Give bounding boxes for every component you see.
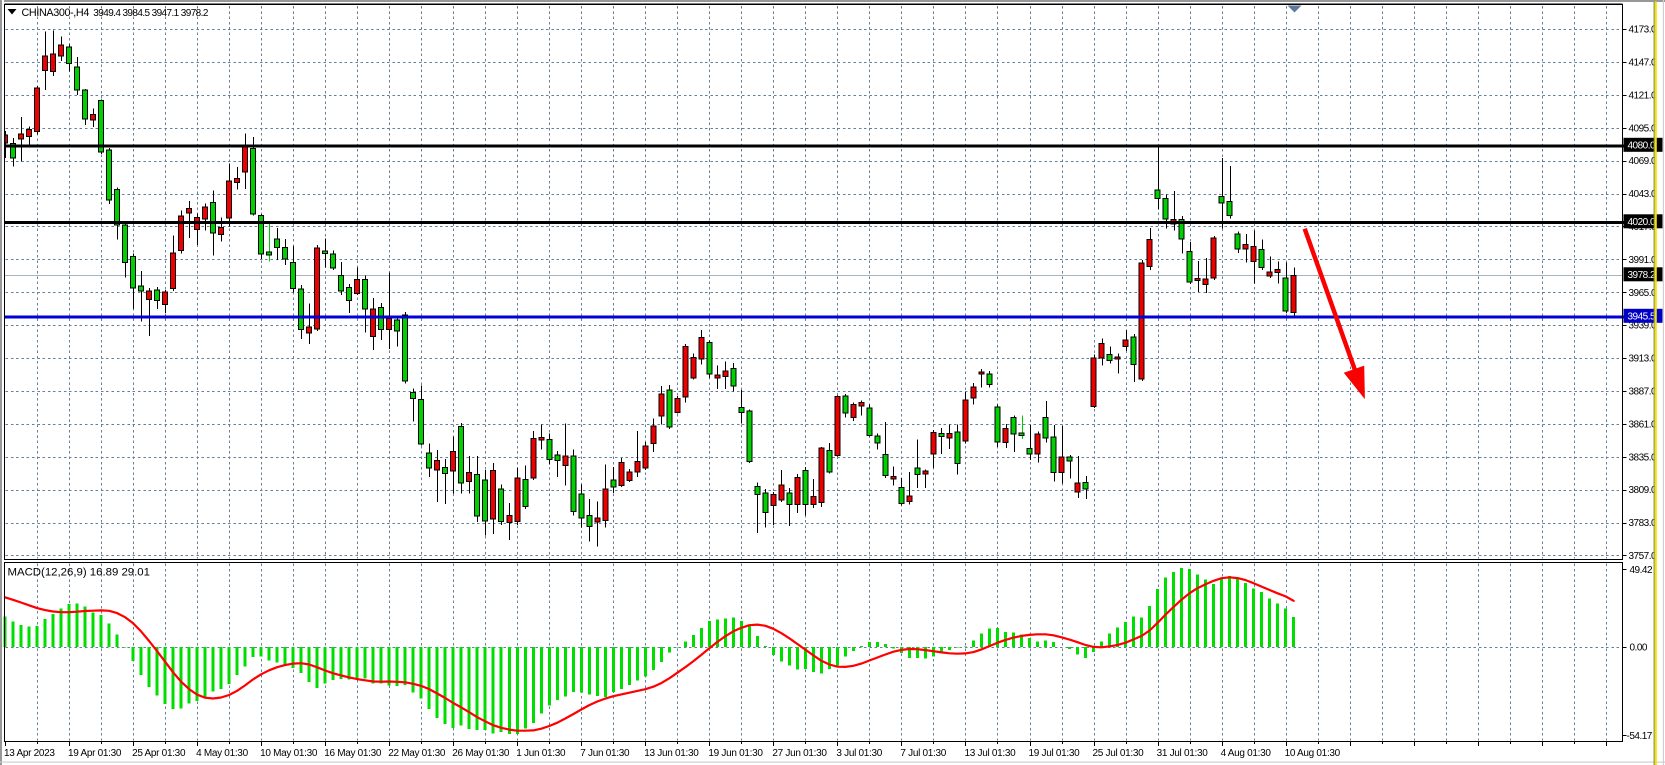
svg-text:19 Jun 01:30: 19 Jun 01:30	[708, 748, 763, 759]
svg-text:13 Apr 2023: 13 Apr 2023	[4, 748, 55, 759]
svg-text:25 Apr 01:30: 25 Apr 01:30	[132, 748, 186, 759]
svg-text:3835.0: 3835.0	[1629, 452, 1658, 463]
svg-text:31 Jul 01:30: 31 Jul 01:30	[1157, 748, 1209, 759]
svg-text:13 Jun 01:30: 13 Jun 01:30	[644, 748, 699, 759]
svg-text:4 May 01:30: 4 May 01:30	[196, 748, 248, 759]
svg-text:4173.0: 4173.0	[1629, 25, 1658, 36]
svg-text:7 Jun 01:30: 7 Jun 01:30	[580, 748, 630, 759]
svg-text:49.42: 49.42	[1630, 565, 1653, 576]
svg-text:3757.0: 3757.0	[1629, 551, 1658, 562]
svg-text:3913.0: 3913.0	[1629, 354, 1658, 365]
svg-text:3809.0: 3809.0	[1629, 485, 1658, 496]
svg-text:16 May 01:30: 16 May 01:30	[324, 748, 382, 759]
svg-text:3991.0: 3991.0	[1629, 255, 1658, 266]
svg-text:4 Aug 01:30: 4 Aug 01:30	[1221, 748, 1272, 759]
svg-text:3945.5: 3945.5	[1628, 311, 1657, 322]
svg-text:19 Apr 01:30: 19 Apr 01:30	[68, 748, 122, 759]
svg-text:4147.0: 4147.0	[1629, 58, 1658, 69]
svg-text:4069.0: 4069.0	[1629, 156, 1658, 167]
svg-text:4043.0: 4043.0	[1629, 189, 1658, 200]
svg-text:22 May 01:30: 22 May 01:30	[388, 748, 446, 759]
svg-text:4095.0: 4095.0	[1629, 123, 1658, 134]
svg-text:10 Aug 01:30: 10 Aug 01:30	[1285, 748, 1341, 759]
svg-text:4080.0: 4080.0	[1628, 140, 1657, 151]
svg-text:26 May 01:30: 26 May 01:30	[452, 748, 510, 759]
svg-text:3978.2: 3978.2	[1628, 270, 1657, 281]
svg-text:CHINA300-,H4 3949.4 3984.5 39: CHINA300-,H4 3949.4 3984.5 3947.1 3978.2	[22, 7, 209, 19]
svg-text:10 May 01:30: 10 May 01:30	[260, 748, 318, 759]
svg-text:0.00: 0.00	[1630, 643, 1648, 654]
svg-text:MACD(12,26,9) 16.89 29.01: MACD(12,26,9) 16.89 29.01	[8, 567, 150, 579]
svg-text:3861.0: 3861.0	[1629, 419, 1658, 430]
svg-text:-54.17: -54.17	[1627, 731, 1653, 742]
svg-text:27 Jun 01:30: 27 Jun 01:30	[772, 748, 827, 759]
svg-text:13 Jul 01:30: 13 Jul 01:30	[965, 748, 1017, 759]
svg-text:3783.0: 3783.0	[1629, 518, 1658, 529]
svg-text:3939.0: 3939.0	[1629, 321, 1658, 332]
svg-text:1 Jun 01:30: 1 Jun 01:30	[516, 748, 566, 759]
svg-text:4020.0: 4020.0	[1628, 217, 1657, 228]
svg-text:3887.0: 3887.0	[1629, 387, 1658, 398]
svg-text:7 Jul 01:30: 7 Jul 01:30	[900, 748, 946, 759]
svg-text:4121.0: 4121.0	[1629, 90, 1658, 101]
svg-text:25 Jul 01:30: 25 Jul 01:30	[1093, 748, 1145, 759]
svg-text:19 Jul 01:30: 19 Jul 01:30	[1029, 748, 1081, 759]
svg-text:3965.0: 3965.0	[1629, 288, 1658, 299]
svg-text:3 Jul 01:30: 3 Jul 01:30	[836, 748, 882, 759]
